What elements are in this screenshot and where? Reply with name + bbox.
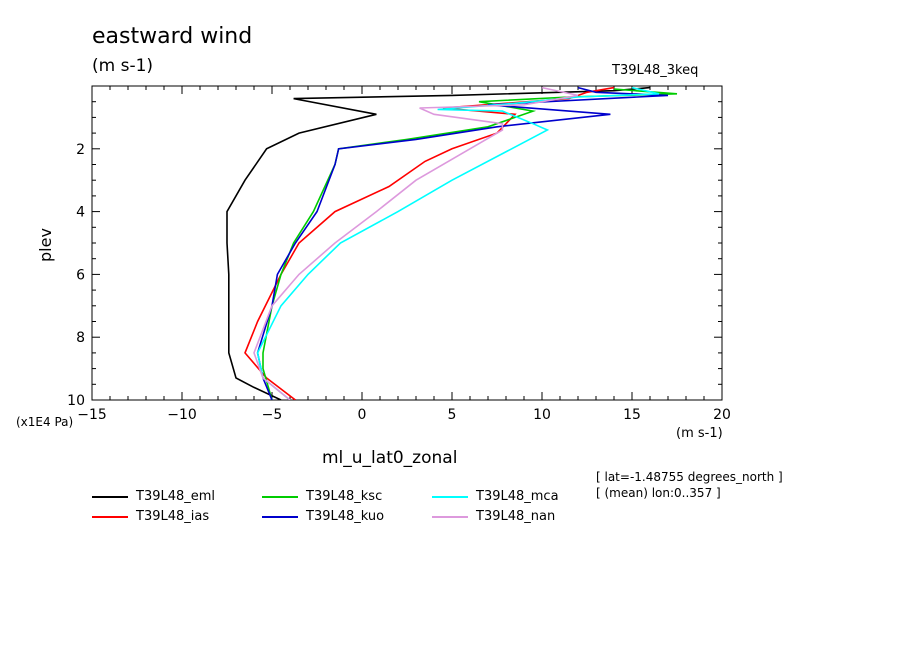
x-tick-label: −5 xyxy=(262,407,283,423)
y-tick-label: 8 xyxy=(76,330,85,346)
legend-label: T39L48_eml xyxy=(136,489,216,504)
series-line-t39l48-ksc xyxy=(262,88,678,400)
series-line-t39l48-mca xyxy=(256,86,660,400)
legend-label: T39L48_mca xyxy=(476,489,559,504)
legend-label: T39L48_ias xyxy=(136,509,210,524)
legend-swatch xyxy=(262,516,298,518)
latitude-annotation: [ lat=-1.48755 degrees_north ] xyxy=(596,470,783,484)
x-axis-units: (m s-1) xyxy=(676,426,723,441)
series-line-t39l48-kuo xyxy=(256,86,669,400)
chart-units: (m s-1) xyxy=(92,56,154,76)
series-line-t39l48-eml xyxy=(226,86,651,400)
x-tick-label: 10 xyxy=(533,407,551,423)
legend-swatch xyxy=(432,496,468,498)
y-tick-label: 10 xyxy=(67,393,85,409)
y-tick-label: 2 xyxy=(76,142,85,158)
x-tick-label: 5 xyxy=(448,407,457,423)
y-tick-label: 6 xyxy=(76,267,85,283)
x-tick-label: 20 xyxy=(713,407,731,423)
x-tick-label: −15 xyxy=(77,407,107,423)
legend-swatch xyxy=(432,516,468,518)
run-label: T39L48_3keq xyxy=(612,63,699,78)
legend-label: T39L48_nan xyxy=(476,509,556,524)
series-line-t39l48-ias xyxy=(244,86,615,400)
y-scale-label: (x1E4 Pa) xyxy=(16,415,74,429)
legend-label: T39L48_kuo xyxy=(306,509,385,524)
x-tick-label: −10 xyxy=(167,407,197,423)
legend-swatch xyxy=(262,496,298,498)
x-tick-label: 15 xyxy=(623,407,641,423)
legend-swatch xyxy=(92,516,128,518)
series-line-t39l48-nan xyxy=(253,86,579,400)
variable-name: ml_u_lat0_zonal xyxy=(322,448,458,468)
legend-label: T39L48_ksc xyxy=(306,489,383,504)
chart-title: eastward wind xyxy=(92,24,253,49)
legend-swatch xyxy=(92,496,128,498)
x-tick-label: 0 xyxy=(358,407,367,423)
plot-frame xyxy=(91,85,723,401)
y-tick-label: 4 xyxy=(76,205,85,221)
longitude-annotation: [ (mean) lon:0..357 ] xyxy=(596,486,721,500)
